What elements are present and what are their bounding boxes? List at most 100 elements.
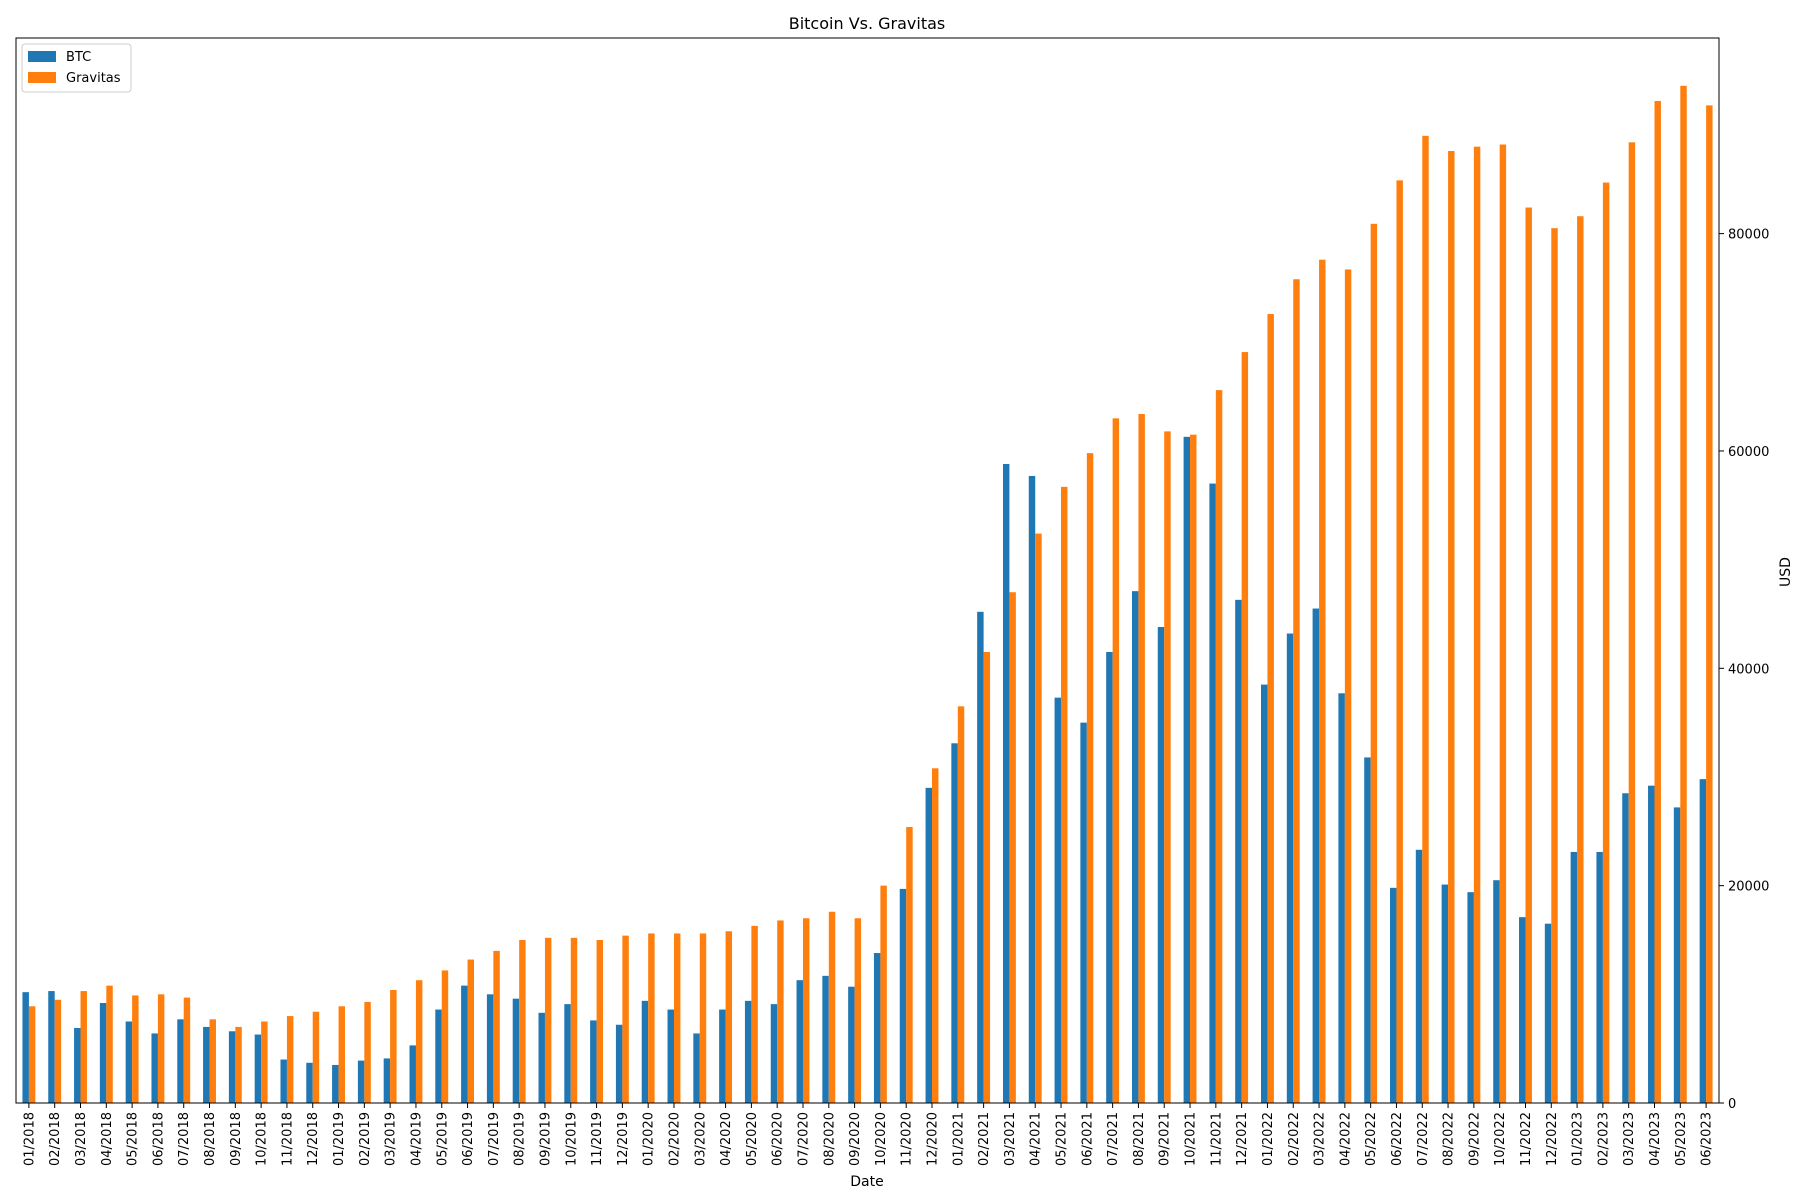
bar-btc-57	[1493, 880, 1500, 1103]
bar-btc-58	[1519, 917, 1526, 1103]
bar-btc-48	[1261, 684, 1268, 1103]
x-tick-label: 04/2022	[1338, 1112, 1353, 1166]
bar-btc-60	[1570, 851, 1578, 1103]
y-tick-label: 20000	[1728, 880, 1769, 895]
y-tick-label: 60000	[1728, 445, 1769, 460]
bar-btc-39	[1028, 475, 1036, 1103]
bar-gravitas-44	[1164, 431, 1171, 1103]
bar-gravitas-19	[519, 939, 526, 1103]
legend: BTC Gravitas	[21, 43, 132, 93]
bar-gravitas-9	[261, 1021, 268, 1103]
bar-btc-28	[744, 1000, 752, 1103]
bar-gravitas-47	[1241, 352, 1249, 1103]
bar-btc-30	[796, 980, 803, 1103]
bar-gravitas-3	[106, 985, 113, 1103]
bar-gravitas-52	[1370, 223, 1378, 1103]
bar-gravitas-35	[932, 768, 939, 1103]
bar-btc-7	[203, 1026, 210, 1103]
bar-btc-23	[615, 1024, 623, 1103]
bar-btc-38	[1002, 464, 1010, 1103]
bar-btc-27	[719, 1009, 726, 1103]
x-tick-label: 08/2018	[203, 1112, 218, 1166]
bar-gravitas-15	[415, 980, 423, 1103]
bar-gravitas-42	[1112, 418, 1120, 1103]
bar-gravitas-4	[132, 995, 139, 1103]
bar-gravitas-55	[1448, 151, 1455, 1103]
legend-label-btc: BTC	[66, 50, 91, 65]
x-tick-label: 04/2019	[409, 1112, 424, 1166]
bar-gravitas-20	[544, 937, 552, 1103]
x-tick-label: 11/2020	[900, 1112, 915, 1166]
x-tick-label: 09/2021	[1158, 1112, 1173, 1166]
bar-gravitas-57	[1499, 144, 1507, 1103]
bar-btc-41	[1080, 722, 1087, 1103]
bar-gravitas-14	[390, 989, 397, 1103]
bar-btc-29	[770, 1004, 778, 1103]
bar-gravitas-38	[1009, 592, 1016, 1103]
x-tick-label: 04/2020	[719, 1112, 734, 1166]
x-tick-label: 07/2021	[1106, 1112, 1121, 1166]
x-tick-label: 06/2020	[771, 1112, 786, 1166]
x-tick-label: 02/2023	[1596, 1112, 1611, 1166]
plot-frame	[15, 37, 1720, 1104]
bar-btc-12	[332, 1064, 339, 1103]
bar-gravitas-30	[802, 918, 810, 1103]
x-tick-label: 11/2021	[1209, 1112, 1224, 1166]
bar-gravitas-26	[699, 933, 707, 1103]
chart-title: Bitcoin Vs. Gravitas	[789, 14, 946, 33]
x-tick-label: 07/2022	[1416, 1112, 1431, 1166]
x-tick-label: 01/2021	[951, 1112, 966, 1166]
bar-btc-61	[1596, 851, 1603, 1103]
bar-gravitas-49	[1293, 279, 1300, 1103]
bar-gravitas-34	[906, 826, 913, 1103]
x-tick-label: 09/2018	[229, 1112, 244, 1166]
legend-swatch-gravitas	[28, 72, 56, 83]
bar-gravitas-60	[1577, 216, 1584, 1104]
x-tick-label: 10/2021	[1184, 1112, 1199, 1166]
bar-gravitas-65	[1706, 105, 1713, 1103]
x-tick-label: 05/2023	[1674, 1112, 1689, 1166]
bar-gravitas-45	[1190, 434, 1197, 1103]
bar-btc-21	[564, 1004, 571, 1103]
bar-gravitas-28	[751, 925, 758, 1103]
y-tick-label: 80000	[1728, 228, 1769, 243]
bar-btc-31	[822, 975, 829, 1103]
x-tick-label: 07/2020	[796, 1112, 811, 1166]
bar-btc-32	[848, 986, 855, 1103]
x-tick-label: 09/2019	[538, 1112, 553, 1166]
bar-btc-5	[151, 1033, 158, 1103]
bar-gravitas-54	[1422, 135, 1429, 1103]
bar-gravitas-48	[1267, 314, 1274, 1103]
x-tick-label: 01/2020	[642, 1112, 657, 1166]
x-tick-label: 03/2020	[693, 1112, 708, 1166]
bar-gravitas-50	[1319, 259, 1326, 1103]
bar-btc-8	[228, 1031, 236, 1103]
x-tick-label: 01/2018	[22, 1112, 37, 1166]
legend-swatch-btc	[28, 51, 56, 62]
x-tick-label: 08/2022	[1442, 1112, 1457, 1166]
bar-btc-45	[1183, 436, 1191, 1104]
bar-btc-15	[409, 1045, 416, 1103]
x-tick-label: 12/2019	[616, 1112, 631, 1166]
bar-btc-26	[693, 1033, 700, 1103]
bar-gravitas-27	[725, 931, 733, 1103]
bar-btc-20	[538, 1012, 545, 1103]
bar-btc-25	[667, 1009, 674, 1103]
x-tick-label: 10/2022	[1493, 1112, 1508, 1166]
x-tick-label: 08/2021	[1132, 1112, 1147, 1166]
bar-btc-65	[1699, 779, 1707, 1103]
bar-btc-2	[74, 1028, 81, 1103]
bar-gravitas-6	[183, 997, 191, 1103]
y-tick-label: 40000	[1728, 662, 1769, 677]
bar-btc-17	[461, 985, 468, 1103]
y-axis-label: USD	[1778, 557, 1794, 587]
bar-gravitas-39	[1035, 533, 1042, 1103]
y-tick-label: 0	[1728, 1097, 1736, 1112]
bar-btc-16	[435, 1009, 442, 1103]
bar-btc-54	[1415, 849, 1423, 1103]
bar-btc-44	[1157, 627, 1165, 1103]
x-tick-label: 11/2019	[590, 1112, 605, 1166]
bar-gravitas-37	[983, 652, 991, 1103]
x-tick-label: 11/2018	[280, 1112, 295, 1166]
